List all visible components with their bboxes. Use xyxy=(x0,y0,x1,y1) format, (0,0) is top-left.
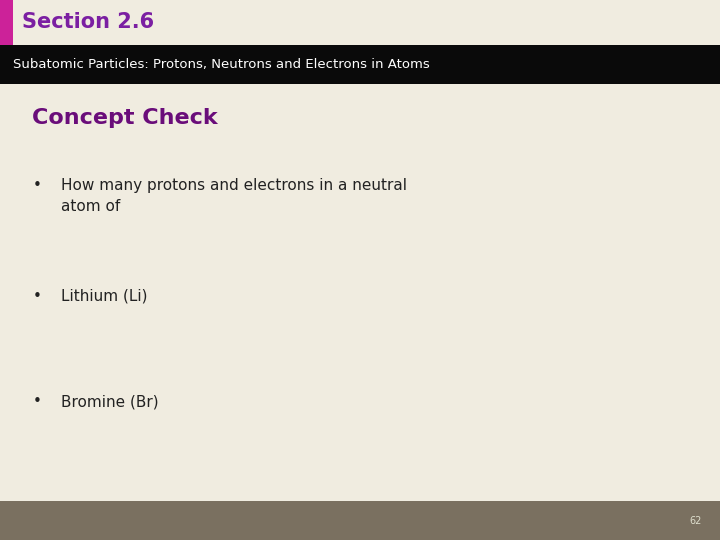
Text: •: • xyxy=(32,178,41,193)
Bar xyxy=(0,45,720,84)
Text: •: • xyxy=(32,289,41,304)
Text: Concept Check: Concept Check xyxy=(32,108,218,128)
Text: Lithium (Li): Lithium (Li) xyxy=(61,289,148,304)
Text: Bromine (Br): Bromine (Br) xyxy=(61,394,159,409)
Bar xyxy=(0,0,13,45)
Text: 62: 62 xyxy=(690,516,702,525)
Text: •: • xyxy=(32,394,41,409)
Text: Subatomic Particles: Protons, Neutrons and Electrons in Atoms: Subatomic Particles: Protons, Neutrons a… xyxy=(13,58,430,71)
Bar xyxy=(0,501,720,540)
Text: How many protons and electrons in a neutral
atom of: How many protons and electrons in a neut… xyxy=(61,178,408,214)
Text: Section 2.6: Section 2.6 xyxy=(22,12,154,32)
